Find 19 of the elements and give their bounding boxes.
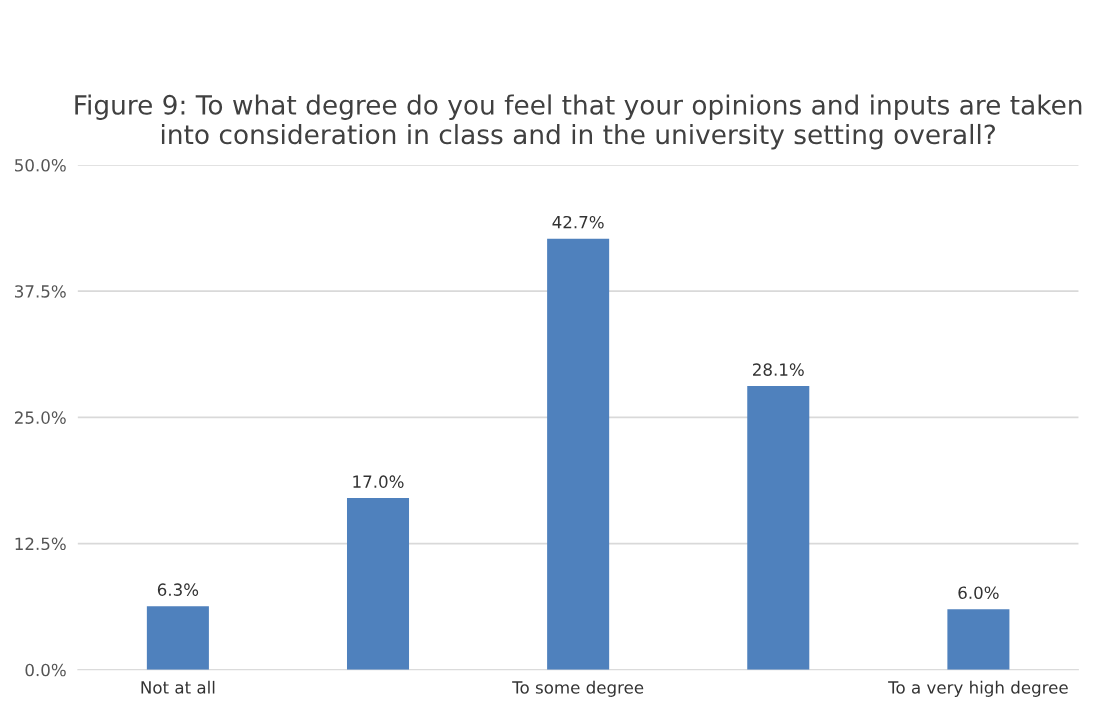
bar [146, 606, 209, 670]
data-label: 42.7% [552, 215, 604, 229]
y-tick-label: 12.5% [15, 537, 66, 551]
y-tick-label: 25.0% [14, 411, 66, 424]
y-tick-label: 50.0% [15, 158, 66, 172]
x-tick-label: To a very high degree [888, 680, 1068, 697]
data-label: 6.3% [157, 583, 199, 596]
data-label: 28.1% [753, 363, 804, 376]
x-tick-label: Not at all [141, 680, 215, 694]
x-tick-label: To some degree [512, 680, 644, 697]
bar [947, 609, 1010, 670]
data-label: 17.0% [353, 475, 404, 488]
bar [747, 386, 810, 670]
y-tick-label: 37.5% [15, 285, 66, 298]
data-label: 6.0% [958, 586, 999, 599]
chart-title: Figure 9: To what degree do you feel that your opinions and inputs are taken into consideration in class and in the university setting overall? [75, 94, 1082, 150]
bar [547, 238, 610, 670]
y-tick-label: 0.0% [25, 663, 66, 677]
bar [346, 498, 410, 670]
